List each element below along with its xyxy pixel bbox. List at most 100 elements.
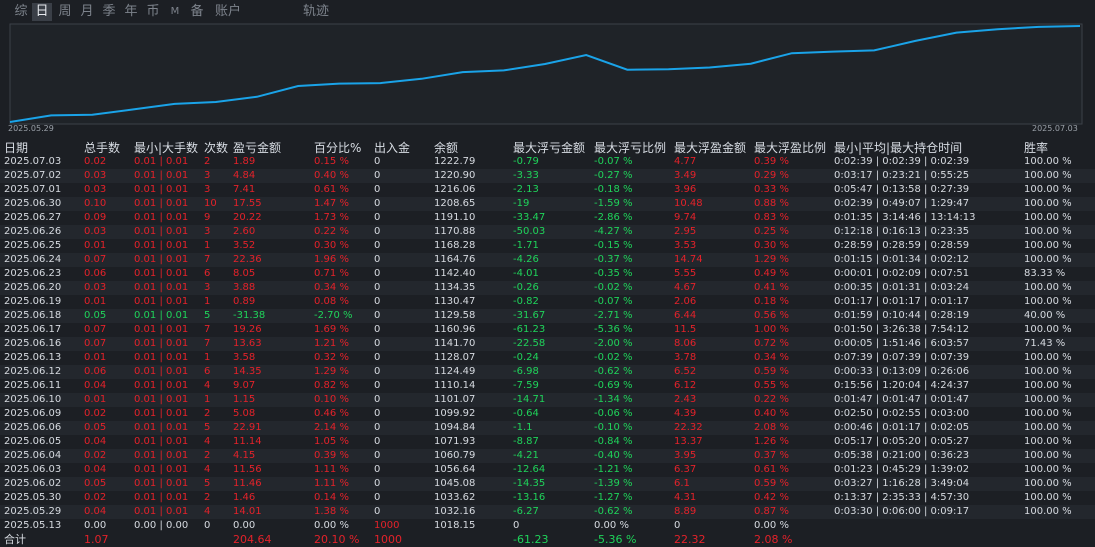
table-row[interactable]: 2025.07.02 0.03 0.01 | 0.01 3 4.84 0.40 % 0 122… [0,169,1095,183]
table-row[interactable]: 2025.06.27 0.09 0.01 | 0.01 9 20.22 1.73 % 0 11… [0,211,1095,225]
table-row[interactable]: 2025.06.02 0.05 0.01 | 0.01 5 11.46 1.11 % 0 10… [0,477,1095,491]
cell-lots: 0.05 [84,478,107,489]
cell-mddp: -2.71 % [594,310,633,321]
table-row[interactable]: 2025.05.29 0.04 0.01 | 0.01 4 14.01 1.38 % 0 10… [0,505,1095,519]
cell-pct: 1.21 % [314,338,349,349]
tab-month[interactable]: 月 [80,4,94,19]
table-row[interactable]: 2025.06.24 0.07 0.01 | 0.01 7 22.36 1.96 % 0 11… [0,253,1095,267]
table-row[interactable]: 2025.06.30 0.10 0.01 | 0.01 10 17.55 1.47 % 0 1… [0,197,1095,211]
table-row[interactable]: 2025.06.10 0.01 0.01 | 0.01 1 1.15 0.10 % 0 110… [0,393,1095,407]
col-pnl: 盈亏金额 [233,141,282,155]
cell-lots: 0.06 [84,366,107,377]
cell-mfe: 9.74 [674,212,697,223]
table-row[interactable]: 2025.05.13 0.00 0.00 | 0.00 0 0.00 0.00 % 1000… [0,519,1095,533]
cell-bal: 1060.79 [434,450,476,461]
cell-mdd: 0 [513,520,520,531]
table-row[interactable]: 2025.06.17 0.07 0.01 | 0.01 7 19.26 1.69 % 0 11… [0,323,1095,337]
cell-lots: 0.04 [84,380,107,391]
table-row[interactable]: 2025.06.13 0.01 0.01 | 0.01 1 3.58 0.32 % 0 112… [0,351,1095,365]
table-row[interactable]: 2025.06.23 0.06 0.01 | 0.01 6 8.05 0.71 % 0 114… [0,267,1095,281]
tab-notes[interactable]: 备 [190,4,204,19]
tab-year[interactable]: 年 [124,4,138,19]
cell-bal: 1141.70 [434,338,476,349]
table-row[interactable]: 2025.05.30 0.02 0.01 | 0.01 2 1.46 0.14 % 0 103… [0,491,1095,505]
table-row[interactable]: 2025.06.20 0.03 0.01 | 0.01 3 3.88 0.34 % 0 113… [0,281,1095,295]
table-row[interactable]: 2025.06.18 0.05 0.01 | 0.01 5 -31.38 -2.70 % 0… [0,309,1095,323]
tab-coin[interactable]: 币 [146,4,160,19]
cell-minmax: 0.01 | 0.01 [134,464,189,475]
cell-time: 0:00:46 | 0:01:17 | 0:02:05 [834,422,970,433]
tab-summary[interactable]: 综 [14,4,28,19]
cell-minmax: 0.01 | 0.01 [134,226,189,237]
cell-win: 100.00 % [1024,464,1072,475]
cell-date: 2025.06.09 [4,408,62,419]
cell-pnl: 20.22 [233,212,262,223]
table-header: 日期 总手数 最小|大手数 次数 盈亏金额 百分比% 出入金 余额 最大浮亏金额… [0,139,1095,155]
table-row[interactable]: 2025.06.03 0.04 0.01 | 0.01 4 11.56 1.11 % 0 10… [0,463,1095,477]
cell-win: 83.33 % [1024,268,1066,279]
table-row[interactable]: 2025.06.06 0.05 0.01 | 0.01 5 22.91 2.14 % 0 10… [0,421,1095,435]
table-row[interactable]: 2025.07.01 0.03 0.01 | 0.01 3 7.41 0.61 % 0 121… [0,183,1095,197]
cell-date: 2025.05.13 [4,520,62,531]
table-row[interactable]: 2025.06.19 0.01 0.01 | 0.01 1 0.89 0.08 % 0 113… [0,295,1095,309]
table-row[interactable]: 2025.06.05 0.04 0.01 | 0.01 4 11.14 1.05 % 0 10… [0,435,1095,449]
cell-mfep: 0.55 % [754,380,789,391]
cell-bal: 1191.10 [434,212,476,223]
cell-pnl: 9.07 [233,380,256,391]
tab-week[interactable]: 周 [58,4,72,19]
cell-bal: 1018.15 [434,520,476,531]
cell-time: 0:01:15 | 0:01:34 | 0:02:12 [834,254,970,265]
tab-m[interactable]: M [170,6,180,17]
col-max-dd-pct: 最大浮亏比例 [594,141,667,155]
table-row[interactable]: 2025.06.12 0.06 0.01 | 0.01 6 14.35 1.29 % 0 11… [0,365,1095,379]
cell-pct: 0.40 % [314,170,349,181]
tab-account[interactable]: 账户 [214,4,241,19]
cell-count: 0 [204,520,211,531]
cell-mddp: -0.35 % [594,268,633,279]
tab-track[interactable]: 轨迹 [302,4,329,19]
cell-pct: 0.61 % [314,184,349,195]
table-row[interactable]: 2025.06.11 0.04 0.01 | 0.01 4 9.07 0.82 % 0 111… [0,379,1095,393]
tab-day[interactable]: 日 [32,3,52,21]
cell-bal: 1129.58 [434,310,476,321]
cell-count: 10 [204,198,217,209]
cell-mdd: -0.26 [513,282,539,293]
cell-pnl: 11.46 [233,478,262,489]
cell-win: 100.00 % [1024,254,1072,265]
cell-minmax: 0.01 | 0.01 [134,296,189,307]
cell-pct: -2.70 % [314,310,353,321]
cell-pnl: 17.55 [233,198,262,209]
cell-date: 2025.06.04 [4,450,62,461]
cell-time: 0:01:35 | 3:14:46 | 13:14:13 [834,212,976,223]
cell-lots: 0.04 [84,464,107,475]
cell-mfep: 0.59 % [754,366,789,377]
cell-time: 0:01:23 | 0:45:29 | 1:39:02 [834,464,970,475]
cell-io: 0 [374,366,381,377]
cell-mdd: -14.35 [513,478,546,489]
cell-win: 100.00 % [1024,296,1072,307]
cell-pnl: 3.58 [233,352,256,363]
cell-io: 0 [374,156,381,167]
period-tabs: 综 日 周 月 季 年 币 M 备 账户 轨迹 [0,0,1095,22]
cell-time: 0:05:38 | 0:21:00 | 0:36:23 [834,450,970,461]
table-row[interactable]: 2025.07.03 0.02 0.01 | 0.01 2 1.89 0.15 % 0 122… [0,155,1095,169]
cell-mfe: 4.77 [674,156,697,167]
cell-bal: 1134.35 [434,282,476,293]
table-row[interactable]: 2025.06.04 0.02 0.01 | 0.01 2 4.15 0.39 % 0 106… [0,449,1095,463]
cell-io: 0 [374,184,381,195]
cell-mdd: -4.26 [513,254,539,265]
table-row[interactable]: 2025.06.09 0.02 0.01 | 0.01 2 5.08 0.46 % 0 109… [0,407,1095,421]
cell-mddp: -2.86 % [594,212,633,223]
table-row[interactable]: 2025.06.25 0.01 0.01 | 0.01 1 3.52 0.30 % 0 116… [0,239,1095,253]
cell-minmax: 0.01 | 0.01 [134,170,189,181]
cell-lots: 0.04 [84,506,107,517]
cell-mddp: -0.62 % [594,506,633,517]
cell-lots: 0.05 [84,422,107,433]
table-row[interactable]: 2025.06.16 0.07 0.01 | 0.01 7 13.63 1.21 % 0 11… [0,337,1095,351]
cell-bal: 1033.62 [434,492,476,503]
cell-lots: 0.06 [84,268,107,279]
tab-quarter[interactable]: 季 [102,4,116,19]
col-max-fe-pct: 最大浮盈比例 [754,141,827,155]
table-row[interactable]: 2025.06.26 0.03 0.01 | 0.01 3 2.60 0.22 % 0 117… [0,225,1095,239]
table-body: 2025.07.03 0.02 0.01 | 0.01 2 1.89 0.15 % 0 122… [0,155,1095,533]
